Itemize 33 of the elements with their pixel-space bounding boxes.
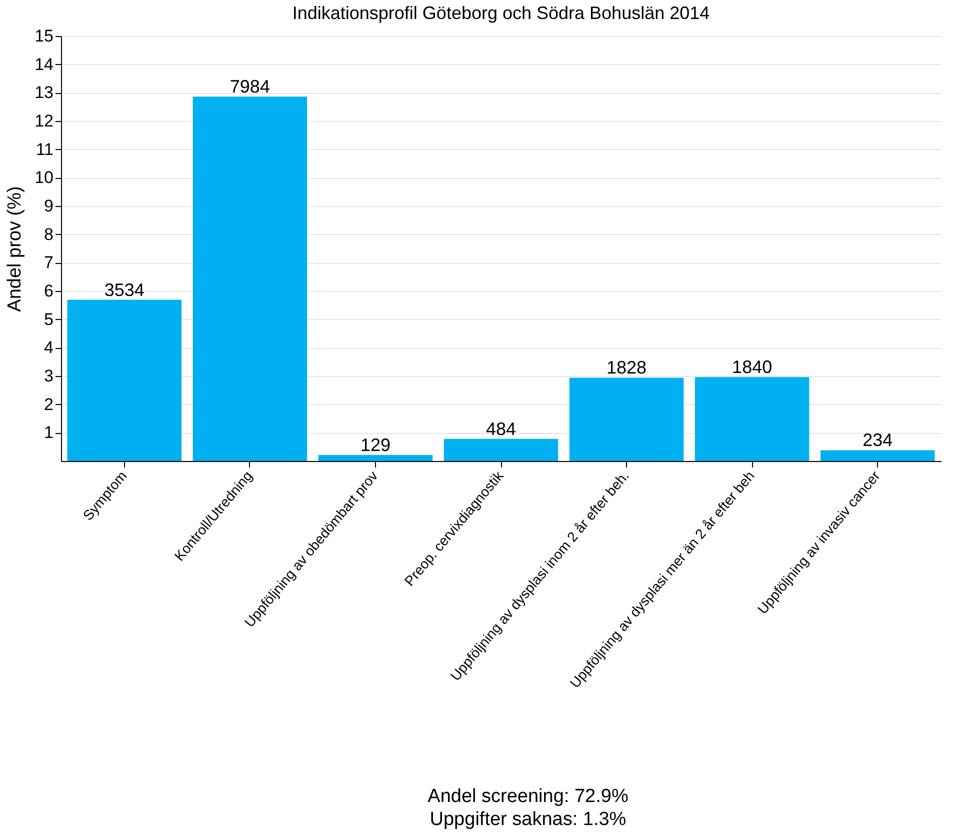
text: Andel screening: 72.9%: [426, 785, 630, 808]
y-axis-title: Andel prov (%): [4, 186, 26, 312]
annotation: 234: [862, 430, 893, 450]
y-tick-label: 14: [34, 54, 54, 74]
bar: [694, 377, 810, 461]
annotation: 484: [486, 418, 516, 439]
y-tick-label: 13: [34, 83, 54, 102]
bar: [67, 300, 182, 461]
y-tick-label: 3: [44, 366, 54, 386]
y-tick-label: 4: [44, 338, 54, 358]
annotation: 3534: [104, 280, 144, 300]
y-tick-label: 15: [34, 26, 54, 46]
bar: [569, 378, 684, 461]
y-tick-label: 1: [44, 423, 54, 442]
y-tick-label: 9: [44, 196, 54, 216]
bar: [444, 438, 558, 461]
y-tick-label: 2: [44, 394, 54, 414]
y-tick-label: 10: [34, 168, 54, 188]
annotation: 129: [360, 435, 390, 456]
annotation: 7984: [230, 76, 270, 97]
bar: [192, 96, 308, 461]
y-tick-label: 12: [34, 112, 54, 130]
bar: [820, 450, 935, 461]
text: Uppgifter saknas: 1.3%: [428, 808, 628, 831]
annotation: 1828: [606, 358, 647, 378]
chart-title: Indikationsprofil Göteborg och Södra Bohuslän 2014: [292, 3, 710, 23]
annotation: 1840: [732, 357, 772, 378]
y-tick-label: 6: [44, 282, 54, 300]
y-tick-label: 5: [44, 310, 54, 329]
y-tick-label: 7: [44, 253, 54, 272]
y-tick-label: 8: [44, 224, 54, 244]
bar: [318, 455, 433, 461]
y-tick-label: 11: [36, 140, 54, 159]
